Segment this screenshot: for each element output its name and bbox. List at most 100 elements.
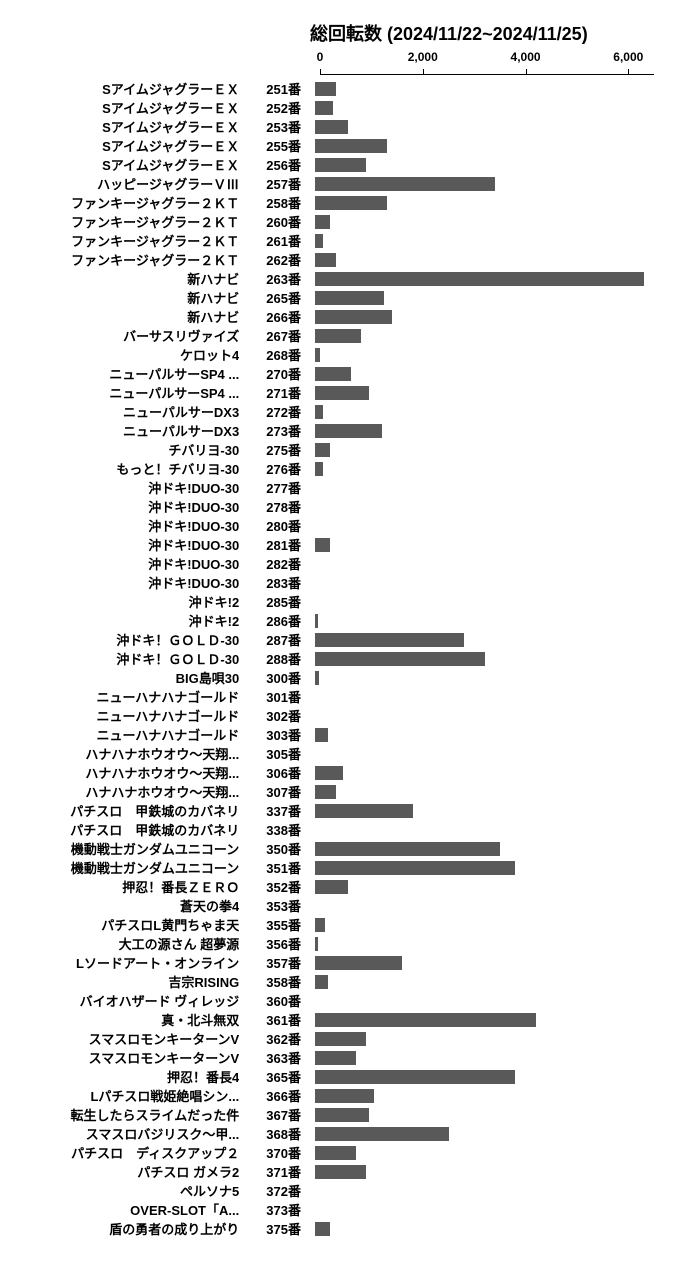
row-machine-name: パチスロ ガメラ2 xyxy=(20,1162,239,1181)
bar xyxy=(315,1127,449,1141)
axis-tick-label: 6,000 xyxy=(613,50,643,64)
bar-cell xyxy=(315,1200,655,1219)
bar-cell xyxy=(315,516,655,535)
row-machine-number: 357番 xyxy=(239,953,315,972)
row-machine-number: 358番 xyxy=(239,972,315,991)
row-machine-name: パチスロL黄門ちゃま天 xyxy=(20,915,239,934)
axis-tick-label: 0 xyxy=(317,50,324,64)
table-row: Lパチスロ戦姫絶唱シン...366番 xyxy=(20,1086,655,1105)
bar xyxy=(315,367,351,381)
bar-cell xyxy=(315,117,655,136)
bar xyxy=(315,861,515,875)
axis-tick-line xyxy=(526,69,527,74)
row-machine-number: 372番 xyxy=(239,1181,315,1200)
bar-cell xyxy=(315,402,655,421)
bar xyxy=(315,177,495,191)
bar-cell xyxy=(315,782,655,801)
table-row: 沖ドキ!DUO-30283番 xyxy=(20,573,655,592)
row-machine-number: 362番 xyxy=(239,1029,315,1048)
table-row: バイオハザード ヴィレッジ360番 xyxy=(20,991,655,1010)
bar xyxy=(315,728,328,742)
row-machine-name: ニューハナハナゴールド xyxy=(20,725,239,744)
row-machine-number: 265番 xyxy=(239,288,315,307)
row-machine-name: バーサスリヴァイズ xyxy=(20,326,239,345)
bar xyxy=(315,1013,536,1027)
bar-cell xyxy=(315,1048,655,1067)
row-machine-number: 361番 xyxy=(239,1010,315,1029)
bar-cell xyxy=(315,440,655,459)
row-machine-name: 沖ドキ!DUO-30 xyxy=(20,554,239,573)
row-machine-number: 253番 xyxy=(239,117,315,136)
bar-cell xyxy=(315,1029,655,1048)
table-row: ニューパルサーSP4 ...271番 xyxy=(20,383,655,402)
bar-cell xyxy=(315,744,655,763)
row-machine-name: SアイムジャグラーＥＸ xyxy=(20,79,239,98)
bar-cell xyxy=(315,934,655,953)
bar-cell xyxy=(315,1219,655,1238)
row-machine-number: 280番 xyxy=(239,516,315,535)
row-machine-name: 蒼天の拳4 xyxy=(20,896,239,915)
table-row: ニューハナハナゴールド302番 xyxy=(20,706,655,725)
row-machine-number: 370番 xyxy=(239,1143,315,1162)
row-machine-name: ニューパルサーDX3 xyxy=(20,421,239,440)
bar-cell xyxy=(315,288,655,307)
table-row: チバリヨ‐30275番 xyxy=(20,440,655,459)
row-machine-name: 大工の源さん 超夢源 xyxy=(20,934,239,953)
bar-cell xyxy=(315,896,655,915)
row-machine-name: BIG島唄30 xyxy=(20,668,239,687)
table-row: パチスロL黄門ちゃま天355番 xyxy=(20,915,655,934)
bar xyxy=(315,1089,374,1103)
row-machine-name: 沖ドキ!2 xyxy=(20,611,239,630)
row-machine-name: SアイムジャグラーＥＸ xyxy=(20,98,239,117)
bar xyxy=(315,139,387,153)
row-machine-number: 251番 xyxy=(239,79,315,98)
table-row: パチスロ 甲鉄城のカバネリ338番 xyxy=(20,820,655,839)
row-machine-name: ハナハナホウオウ～天翔... xyxy=(20,782,239,801)
bar-cell xyxy=(315,250,655,269)
bar xyxy=(315,120,348,134)
row-machine-number: 276番 xyxy=(239,459,315,478)
bar xyxy=(315,196,387,210)
table-row: 機動戦士ガンダムユニコーン351番 xyxy=(20,858,655,877)
row-machine-number: 288番 xyxy=(239,649,315,668)
table-row: 新ハナビ263番 xyxy=(20,269,655,288)
row-machine-number: 258番 xyxy=(239,193,315,212)
row-machine-number: 277番 xyxy=(239,478,315,497)
bar-cell xyxy=(315,136,655,155)
table-row: ペルソナ5372番 xyxy=(20,1181,655,1200)
row-machine-number: 337番 xyxy=(239,801,315,820)
row-machine-number: 263番 xyxy=(239,269,315,288)
table-row: SアイムジャグラーＥＸ256番 xyxy=(20,155,655,174)
table-row: 沖ドキ!2285番 xyxy=(20,592,655,611)
table-row: ハナハナホウオウ～天翔...307番 xyxy=(20,782,655,801)
bar-cell xyxy=(315,649,655,668)
bar-cell xyxy=(315,421,655,440)
row-machine-name: 新ハナビ xyxy=(20,269,239,288)
table-row: 押忍！番長4365番 xyxy=(20,1067,655,1086)
row-machine-name: 押忍！番長4 xyxy=(20,1067,239,1086)
bar-cell xyxy=(315,1067,655,1086)
row-machine-name: もっと！チバリヨ‐30 xyxy=(20,459,239,478)
row-machine-name: 吉宗RISING xyxy=(20,972,239,991)
row-machine-name: 機動戦士ガンダムユニコーン xyxy=(20,839,239,858)
bar xyxy=(315,804,413,818)
row-machine-name: 沖ドキ!DUO-30 xyxy=(20,516,239,535)
row-machine-number: 306番 xyxy=(239,763,315,782)
bar xyxy=(315,215,330,229)
bar xyxy=(315,253,336,267)
row-machine-name: パチスロ 甲鉄城のカバネリ xyxy=(20,801,239,820)
row-machine-number: 367番 xyxy=(239,1105,315,1124)
row-machine-number: 366番 xyxy=(239,1086,315,1105)
table-row: 機動戦士ガンダムユニコーン350番 xyxy=(20,839,655,858)
row-machine-number: 300番 xyxy=(239,668,315,687)
table-row: BIG島唄30300番 xyxy=(20,668,655,687)
row-machine-name: ファンキージャグラー２ＫＴ xyxy=(20,193,239,212)
bar xyxy=(315,937,318,951)
row-machine-number: 267番 xyxy=(239,326,315,345)
row-machine-number: 360番 xyxy=(239,991,315,1010)
table-row: OVER-SLOT「A...373番 xyxy=(20,1200,655,1219)
bar-cell xyxy=(315,877,655,896)
bar-cell xyxy=(315,839,655,858)
row-machine-name: ニューハナハナゴールド xyxy=(20,687,239,706)
bar xyxy=(315,348,320,362)
